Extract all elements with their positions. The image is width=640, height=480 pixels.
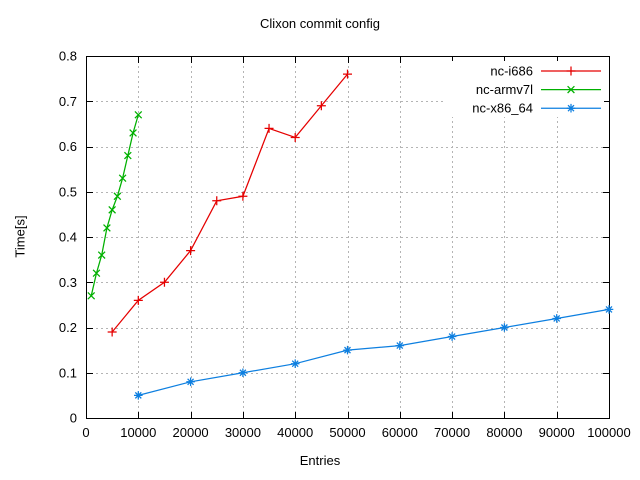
x-tick-label: 60000 [382, 425, 418, 440]
asterisk-marker-icon [566, 103, 576, 113]
x-tick-label: 50000 [329, 425, 365, 440]
series-line-nc-x86_64 [138, 308, 610, 396]
legend: nc-i686 nc-armv7l nc-x86_64 [444, 61, 604, 117]
legend-label: nc-i686 [490, 64, 533, 79]
y-tick-labels: 0 0.1 0.2 0.3 0.4 0.5 0.6 0.7 0.8 [59, 49, 77, 426]
y-axis-label: Time[s] [12, 215, 28, 258]
y-tick-label: 0.2 [59, 320, 77, 335]
y-tick-label: 0.8 [59, 49, 77, 64]
x-tick-label: 80000 [486, 425, 522, 440]
plot-border [86, 56, 610, 419]
plus-marker-icon [566, 66, 576, 76]
y-tick-label: 0.4 [59, 230, 77, 245]
y-tick-label: 0.5 [59, 184, 77, 199]
x-tick-label: 100000 [587, 425, 630, 440]
legend-item-nc-i686: nc-i686 [490, 64, 601, 79]
series-nc-armv7l [87, 110, 143, 300]
y-tick-label: 0.7 [59, 94, 77, 109]
x-tick-label: 40000 [277, 425, 313, 440]
series-line-nc-i686 [111, 73, 348, 333]
legend-item-nc-armv7l: nc-armv7l [476, 82, 601, 97]
x-tick-label: 20000 [173, 425, 209, 440]
y-tick-label: 0.1 [59, 365, 77, 380]
plus-marker-icon [107, 69, 352, 337]
legend-label: nc-armv7l [476, 82, 533, 97]
x-axis-label: Entries [299, 453, 341, 468]
cross-marker-icon [567, 85, 575, 94]
asterisk-marker-icon [134, 305, 614, 400]
series-nc-x86_64 [134, 305, 614, 400]
x-tick-label: 0 [82, 425, 89, 440]
x-tick-label: 70000 [434, 425, 470, 440]
x-tick-labels: 0 10000 20000 30000 40000 50000 60000 70000 8000… [82, 425, 630, 440]
y-tick-label: 0 [70, 411, 77, 426]
chart-title: Clixon commit config [260, 16, 380, 31]
legend-label: nc-x86_64 [472, 101, 533, 116]
y-tick-label: 0.6 [59, 139, 77, 154]
series-line-nc-armv7l [90, 114, 139, 296]
cross-marker-icon [87, 110, 143, 300]
x-tick-label: 90000 [539, 425, 575, 440]
series-nc-i686 [107, 69, 352, 337]
axis-ticks [86, 56, 610, 419]
x-tick-label: 10000 [120, 425, 156, 440]
x-tick-label: 30000 [225, 425, 261, 440]
legend-item-nc-x86_64: nc-x86_64 [472, 101, 601, 116]
y-tick-label: 0.3 [59, 275, 77, 290]
